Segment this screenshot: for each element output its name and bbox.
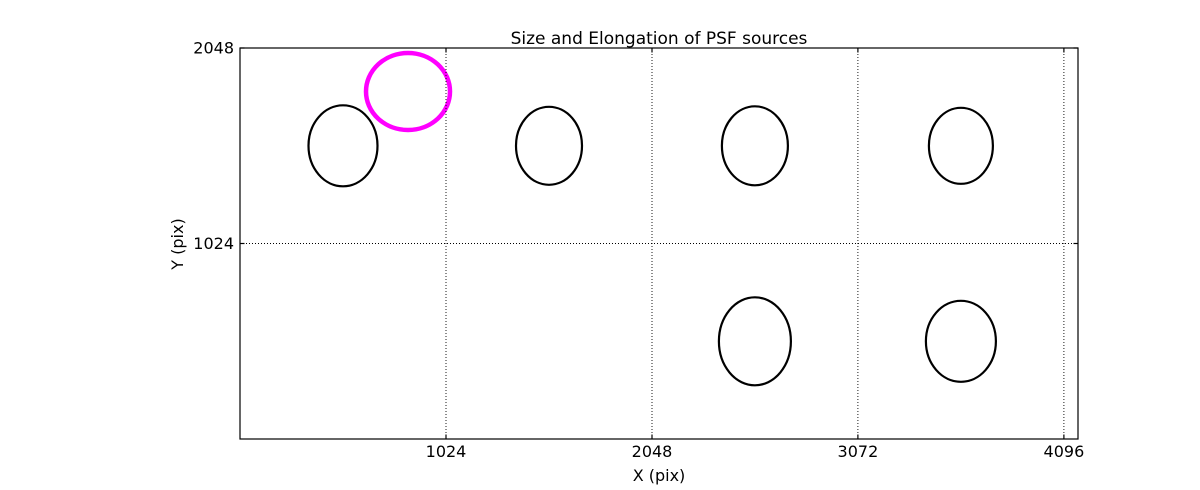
- psf-source: [720, 105, 790, 187]
- x-tick-label: 1024: [426, 442, 467, 461]
- x-tick-label: 2048: [632, 442, 673, 461]
- x-axis-label: X (pix): [632, 466, 686, 485]
- y-tick-label: 2048: [193, 39, 234, 58]
- psf-source-flagged: [363, 50, 453, 133]
- y-tick-label: 1024: [193, 234, 234, 253]
- chart-title: Size and Elongation of PSF sources: [510, 29, 808, 49]
- axes-frame: [239, 47, 1079, 440]
- psf-source: [514, 105, 584, 186]
- psf-source: [307, 104, 379, 188]
- psf-sources: [307, 50, 998, 387]
- x-tick-label: 3072: [838, 442, 879, 461]
- psf-source: [927, 106, 995, 185]
- gridlines: [240, 47, 1078, 439]
- tick-labels: 1024 2048 3072 4096 1024 2048: [193, 39, 1084, 462]
- x-tick-label: 4096: [1044, 442, 1085, 461]
- psf-source: [924, 299, 998, 383]
- psf-source: [717, 296, 793, 387]
